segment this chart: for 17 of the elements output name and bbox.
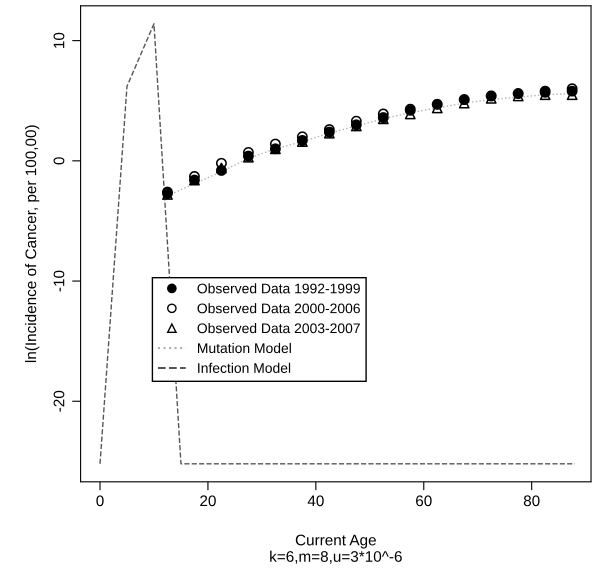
legend-label: Mutation Model [198,342,291,354]
x-tick-label: 0 [96,495,104,506]
y-tick-label: -20 [54,390,64,412]
x-tick-label: 40 [308,495,324,506]
x-tick-label: 20 [200,495,216,506]
y-tick-label: 0 [54,157,64,164]
y-tick-label: 10 [54,32,64,48]
x-tick-label: 80 [524,495,540,506]
legend-label: Observed Data 1992-1999 [198,283,360,294]
point [216,162,227,174]
y-axis-title: ln(Incidence of Cancer, per 100,00) [25,125,40,362]
legend-label: Observed Data 2000-2006 [198,303,360,314]
x-tick-label: 60 [416,495,432,506]
legend-label: Observed Data 2003-2007 [198,322,360,334]
x-axis-title: Current Age k=6,m=8,u=3*10^-6 [270,534,402,564]
legend-label: Infection Model [198,362,290,373]
y-tick-label: -10 [54,270,64,292]
